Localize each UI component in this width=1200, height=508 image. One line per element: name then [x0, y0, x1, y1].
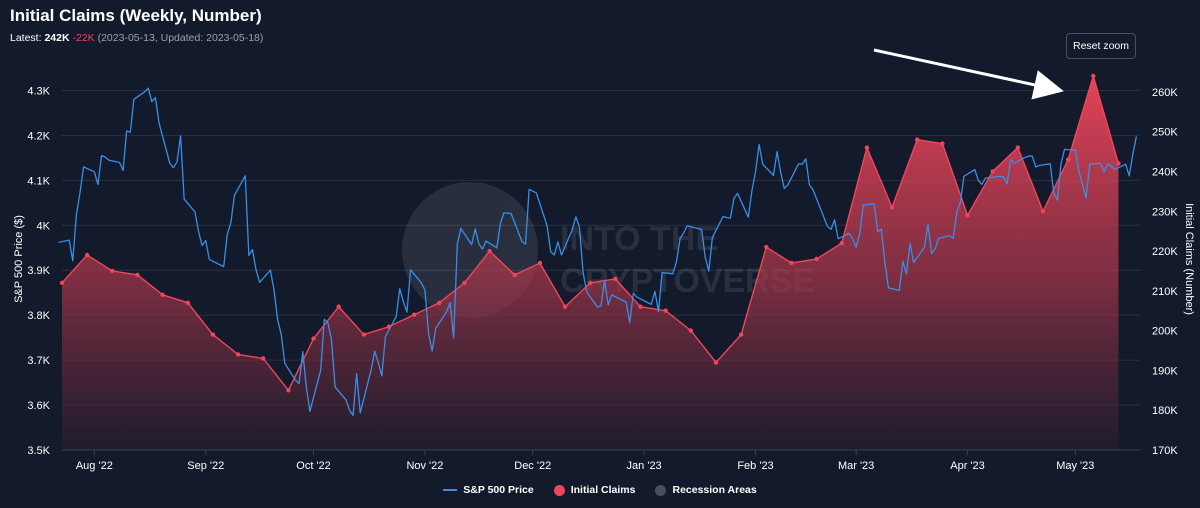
chart-title: Initial Claims (Weekly, Number) [10, 6, 262, 25]
legend-label-initial-claims: Initial Claims [570, 484, 636, 496]
latest-dates: (2023-05-13, Updated: 2023-05-18) [97, 32, 264, 44]
initial-claims-point [537, 260, 543, 266]
legend-label-sp500: S&P 500 Price [463, 484, 534, 496]
y-right-tick-label: 240K [1152, 166, 1178, 178]
x-tick-label: Jan '23 [627, 460, 662, 472]
y-right-tick-label: 220K [1152, 246, 1178, 258]
initial-claims-point [386, 324, 392, 329]
initial-claims-point [864, 145, 870, 150]
initial-claims-point [613, 276, 618, 282]
initial-claims-point [889, 205, 895, 210]
y-right-tick-label: 200K [1152, 326, 1178, 338]
initial-claims-point [990, 169, 995, 174]
x-tick-label: Apr '23 [950, 460, 985, 472]
initial-claims-point [185, 300, 190, 305]
x-tick-label: Feb '23 [737, 460, 773, 472]
legend: S&P 500 Price Initial Claims Recession A… [0, 484, 1200, 496]
latest-value: 242K [44, 32, 70, 44]
initial-claims-point [286, 388, 291, 393]
initial-claims-point [965, 213, 970, 218]
y-left-tick-label: 3.6K [27, 400, 50, 412]
initial-claims-point [411, 312, 417, 317]
x-tick-label: Sep '22 [187, 460, 224, 472]
sp500-price-line [58, 87, 1138, 417]
legend-line-symbol [443, 489, 458, 491]
initial-claims-point [210, 332, 216, 337]
initial-claims-point [261, 356, 266, 361]
y-left-tick-label: 4K [37, 220, 51, 232]
legend-item-initial-claims[interactable]: Initial Claims [553, 484, 636, 496]
x-tick-label: Mar '23 [838, 460, 874, 472]
initial-claims-point [738, 332, 744, 337]
initial-claims-point [235, 352, 241, 357]
initial-claims-point [59, 280, 65, 286]
initial-claims-point [1091, 73, 1096, 79]
initial-claims-point [839, 240, 844, 246]
initial-claims-point [336, 304, 341, 309]
y-left-tick-label: 3.5K [27, 445, 50, 457]
initial-claims-point [688, 328, 694, 333]
reset-zoom-button[interactable]: Reset zoom [1066, 33, 1136, 59]
initial-claims-point [487, 248, 492, 254]
y-left-tick-label: 3.7K [27, 355, 50, 367]
initial-claims-point [789, 260, 794, 266]
initial-claims-area [62, 75, 1119, 450]
y-right-tick-label: 180K [1152, 405, 1178, 417]
y-left-tick-label: 4.1K [27, 175, 50, 187]
initial-claims-point [84, 252, 90, 258]
initial-claims-point [940, 141, 945, 146]
initial-claims-point [1040, 209, 1046, 214]
latest-change: -22K [72, 32, 95, 44]
chart-subtitle: Latest: 242K -22K (2023-05-13, Updated: … [10, 32, 263, 44]
legend-dot-symbol [553, 484, 565, 496]
y-right-axis-title: Initial Claims (Number) [1183, 203, 1195, 315]
initial-claims-point [562, 304, 568, 309]
latest-label: Latest: [10, 32, 42, 44]
initial-claims-point [1116, 161, 1121, 166]
initial-claims-point [160, 292, 165, 298]
annotation-arrow [873, 48, 1064, 100]
legend-label-recession-areas: Recession Areas [672, 484, 757, 496]
initial-claims-point [437, 300, 442, 305]
y-right-tick-label: 210K [1152, 286, 1178, 298]
y-right-tick-label: 260K [1152, 87, 1178, 99]
y-left-tick-label: 3.8K [27, 310, 50, 322]
x-tick-label: Aug '22 [76, 460, 113, 472]
x-tick-label: May '23 [1056, 460, 1094, 472]
y-right-tick-label: 190K [1152, 365, 1178, 377]
legend-item-recession-areas[interactable]: Recession Areas [655, 484, 757, 496]
y-left-axis-title: S&P 500 Price ($) [13, 215, 25, 303]
y-left-tick-label: 4.3K [27, 85, 50, 97]
legend-dot-symbol [655, 484, 667, 496]
initial-claims-point [915, 137, 920, 142]
initial-claims-point [311, 336, 316, 341]
watermark-line1: INTO THE [560, 220, 718, 258]
legend-item-sp500[interactable]: S&P 500 Price [443, 484, 534, 496]
y-left-tick-label: 4.2K [27, 130, 50, 142]
initial-claims-point [814, 256, 819, 262]
x-tick-label: Nov '22 [406, 460, 443, 472]
y-right-tick-label: 170K [1152, 445, 1178, 457]
initial-claims-point [512, 272, 517, 278]
x-tick-label: Oct '22 [296, 460, 331, 472]
initial-claims-point [361, 332, 367, 337]
initial-claims-point [713, 360, 719, 365]
initial-claims-point [110, 268, 115, 274]
x-tick-label: Dec '22 [514, 460, 551, 472]
initial-claims-point [135, 272, 140, 278]
initial-claims-point [1065, 157, 1071, 162]
y-right-tick-label: 230K [1152, 206, 1178, 218]
initial-claims-point [1015, 145, 1021, 150]
initial-claims-point [638, 304, 643, 309]
initial-claims-point [663, 308, 668, 313]
y-right-tick-label: 250K [1152, 127, 1178, 139]
y-left-tick-label: 3.9K [27, 265, 50, 277]
initial-claims-point [764, 244, 769, 250]
initial-claims-point [462, 280, 467, 286]
initial-claims-point [588, 280, 593, 286]
